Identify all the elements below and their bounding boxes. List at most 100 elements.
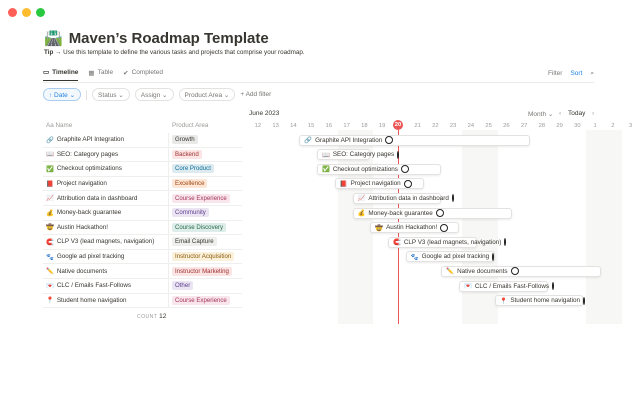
product-area-cell[interactable]: Email Capture [169,237,217,247]
timeline-bar[interactable]: 💰 Money-back guarantee [352,207,513,219]
avatar[interactable] [451,194,454,203]
table-row[interactable]: ✏️ Native documents Instructor Marketing [43,264,242,279]
name-cell[interactable]: ✏️ Native documents [43,264,169,278]
name-cell[interactable]: 📍 Student home navigation [43,293,169,308]
name-cell[interactable]: 🤠 Austin Hackathon! [43,220,169,235]
next-arrow-icon[interactable]: › [592,110,595,117]
table-row[interactable]: 🤠 Austin Hackathon! Course Discovery [43,220,242,236]
avatar[interactable] [492,252,495,261]
tab-timeline[interactable]: ▭ Timeline [43,68,79,81]
product-area-cell[interactable]: Course Experience [169,193,230,203]
product-area-cell[interactable]: Other [169,281,194,291]
product-area-cell[interactable]: Backend [169,149,202,159]
name-cell[interactable]: 🔗 Graphite API Integration [43,133,169,147]
day-label: 24 [467,123,475,129]
product-area-column-header[interactable]: Product Area [172,122,209,129]
row-name: SEO: Category pages [56,150,119,158]
table-row[interactable]: 🧲 CLP V3 (lead magnets, navigation) Email … [43,235,242,250]
timeline-bar[interactable]: 🤠 Austin Hackathon! [370,222,459,234]
assign-filter[interactable]: Assign ⌄ [134,88,174,101]
close-button[interactable] [8,8,17,17]
name-cell[interactable]: 📈 Attribution data in dashboard [43,191,169,205]
timeline-bar[interactable]: 💌 CLC / Emails Fast-Follows [459,280,555,292]
name-cell[interactable]: 📕 Project navigation [43,176,169,191]
avatar[interactable] [400,165,409,174]
tab-table[interactable]: ▦ Table [88,68,113,81]
name-column-header[interactable]: Aa Name [46,122,73,129]
product-area-cell[interactable]: Core Product [169,164,214,174]
product-area-cell[interactable]: Course Discovery [169,222,227,232]
product-area-filter[interactable]: Product Area ⌄ [178,88,236,101]
timeline-bar[interactable]: 📍 Student home navigation [494,295,586,307]
timeline-bar[interactable]: 🧲 CLP V3 (lead magnets, navigation) [388,236,507,248]
date-sort-chip[interactable]: ↑ Date ⌄ [43,88,82,101]
name-cell[interactable]: ✅ Checkout optimizations [43,162,169,176]
avatar[interactable] [403,179,412,188]
scale-dropdown[interactable]: Month ⌄ [528,111,554,118]
timeline-bar[interactable]: 🐾 Google ad pixel tracking [405,251,495,263]
table-row[interactable]: 💰 Money-back guarantee Community [43,206,242,221]
table-row[interactable]: 💌 CLC / Emails Fast-Follows Other [43,279,242,294]
view-tabs: ▭ Timeline ▦ Table ✔ Completed [43,68,163,81]
day-label: 2 [611,123,615,129]
bar-emoji-icon: 📍 [499,297,508,305]
product-area-cell[interactable]: Instructor Acquisition [169,252,235,262]
product-area-cell[interactable]: Excellence [169,179,208,189]
avatar[interactable] [504,238,507,247]
table-row[interactable]: 🐾 Google ad pixel tracking Instructor Acqu… [43,249,242,265]
minimize-button[interactable] [22,8,31,17]
sort-button[interactable]: Sort [570,70,583,77]
row-emoji-icon: 🧲 [46,238,54,246]
avatar[interactable] [435,209,444,217]
page-title-text: Maven’s Roadmap Template [68,29,269,47]
name-cell[interactable]: 💌 CLC / Emails Fast-Follows [43,279,169,293]
product-area-cell[interactable]: Instructor Marketing [169,266,232,276]
avatar[interactable] [583,296,586,305]
maximize-button[interactable] [36,8,45,17]
avatar[interactable] [552,282,555,290]
filter-button[interactable]: Filter [547,70,563,77]
timeline-bar[interactable]: ✏️ Native documents [441,265,601,277]
row-name: CLC / Emails Fast-Follows [56,282,132,290]
table-row[interactable]: 📕 Project navigation Excellence [43,176,242,192]
timeline-bar[interactable]: 🔗 Graphite API Integration [299,134,530,146]
product-area-tag: Backend [172,149,202,159]
product-area-tag: Course Experience [172,295,230,305]
avatar[interactable] [385,136,394,144]
today-button[interactable]: Today [568,110,586,117]
avatar[interactable] [510,267,519,276]
tab-completed[interactable]: ✔ Completed [123,68,163,81]
avatar[interactable] [440,223,449,232]
bar-label: Attribution data in dashboard [368,194,449,202]
timeline-area[interactable]: June 2023 Month ⌄ ‹ Today › 12 13 14 15 16 17… [243,104,640,324]
day-label: 30 [574,123,581,129]
add-filter-button[interactable]: + Add filter [240,91,272,98]
timeline-bar[interactable]: 📈 Attribution data in dashboard [352,192,454,204]
prev-arrow-icon[interactable]: ‹ [559,110,562,117]
row-emoji-icon: ✏️ [46,268,54,276]
product-area-cell[interactable]: Growth [169,135,198,145]
product-area-cell[interactable]: Course Experience [169,295,230,305]
product-area-tag: Community [172,208,209,218]
product-area-cell[interactable]: Community [169,208,209,218]
name-cell[interactable]: 🧲 CLP V3 (lead magnets, navigation) [43,235,169,249]
timeline-bar[interactable]: 📕 Project navigation [334,178,424,190]
table-row[interactable]: 🔗 Graphite API Integration Growth [43,133,242,148]
day-label: 13 [272,123,279,129]
avatar[interactable] [397,150,400,159]
row-name: Money-back guarantee [56,209,122,217]
name-cell[interactable]: 🐾 Google ad pixel tracking [43,249,169,264]
table-row[interactable]: ✅ Checkout optimizations Core Product [43,162,242,177]
name-cell[interactable]: 💰 Money-back guarantee [43,206,169,220]
timeline-bar[interactable]: ✅ Checkout optimizations [317,163,442,175]
timeline-bar[interactable]: 📖 SEO: Category pages [317,149,400,161]
bar-emoji-icon: ✅ [322,166,330,174]
name-cell[interactable]: 📖 SEO: Category pages [43,147,169,162]
day-label: 23 [449,123,457,129]
status-filter[interactable]: Status ⌄ [92,88,130,101]
table-row[interactable]: 📖 SEO: Category pages Backend [43,147,242,163]
day-label: 19 [378,123,386,129]
table-row[interactable]: 📈 Attribution data in dashboard Course Exp… [43,191,242,206]
search-icon[interactable]: ⌕ [590,70,594,77]
table-row[interactable]: 📍 Student home navigation Course Experienc… [43,293,242,309]
